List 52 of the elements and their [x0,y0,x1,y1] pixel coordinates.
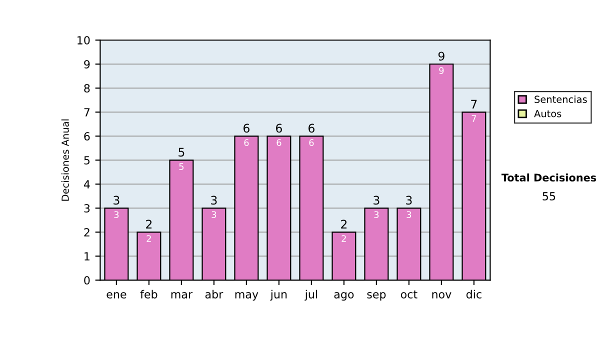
data-label: 3 [212,211,216,218]
y-tick-label: 1 [84,252,90,260]
total-label: 6 [244,124,250,133]
total-label: 6 [276,124,282,133]
x-tick-label: mar [171,292,193,298]
data-label: 9 [439,67,444,74]
total-label: 7 [471,100,477,108]
data-label: 2 [146,235,151,242]
data-label: 6 [309,139,314,146]
legend-label: Sentencias [534,95,587,104]
total-label: 2 [341,220,347,228]
x-tick-label: ene [106,292,126,298]
data-label: 3 [374,211,379,218]
y-tick-label: 8 [84,84,90,93]
x-tick-label: oct [400,290,418,298]
data-label: 6 [244,139,249,146]
data-label: 7 [472,115,476,122]
data-label: 2 [342,235,346,242]
y-tick-label: 6 [84,132,90,141]
y-tick-label: 3 [84,204,90,213]
total-label: 9 [438,52,444,61]
x-tick-label: jul [304,290,318,301]
y-tick-label: 9 [84,60,90,69]
total-label: 3 [374,196,380,205]
total-label: 6 [308,124,314,133]
total-label: 2 [146,220,152,228]
x-tick-label: ago [334,292,354,301]
x-tick-label: abr [205,290,224,298]
text: Total Decisiones [501,173,596,182]
data-label: 5 [179,163,184,170]
data-label: 3 [114,211,119,218]
y-axis-title: Decisiones Anual [61,119,69,201]
text: 55 [542,192,556,200]
x-tick-label: may [235,292,258,301]
y-tick-label: 7 [84,108,90,116]
x-tick-label: feb [140,290,158,298]
total-label: 3 [114,196,120,205]
y-tick-label: 4 [84,180,90,188]
x-tick-label: nov [432,292,452,298]
data-label: 3 [406,211,412,218]
data-label: 6 [276,139,282,146]
y-tick-label: 0 [84,276,90,285]
y-tick-label: 10 [78,36,90,44]
total-label: 5 [178,148,184,157]
total-label: 3 [406,196,412,205]
total-label: 3 [211,196,217,205]
x-tick-label: sep [367,292,386,301]
x-tick-label: jun [270,290,287,301]
x-tick-label: dic [466,290,482,298]
y-tick-label: 5 [84,156,90,165]
y-tick-label: 2 [84,228,90,236]
legend-label: Autos [534,110,562,118]
